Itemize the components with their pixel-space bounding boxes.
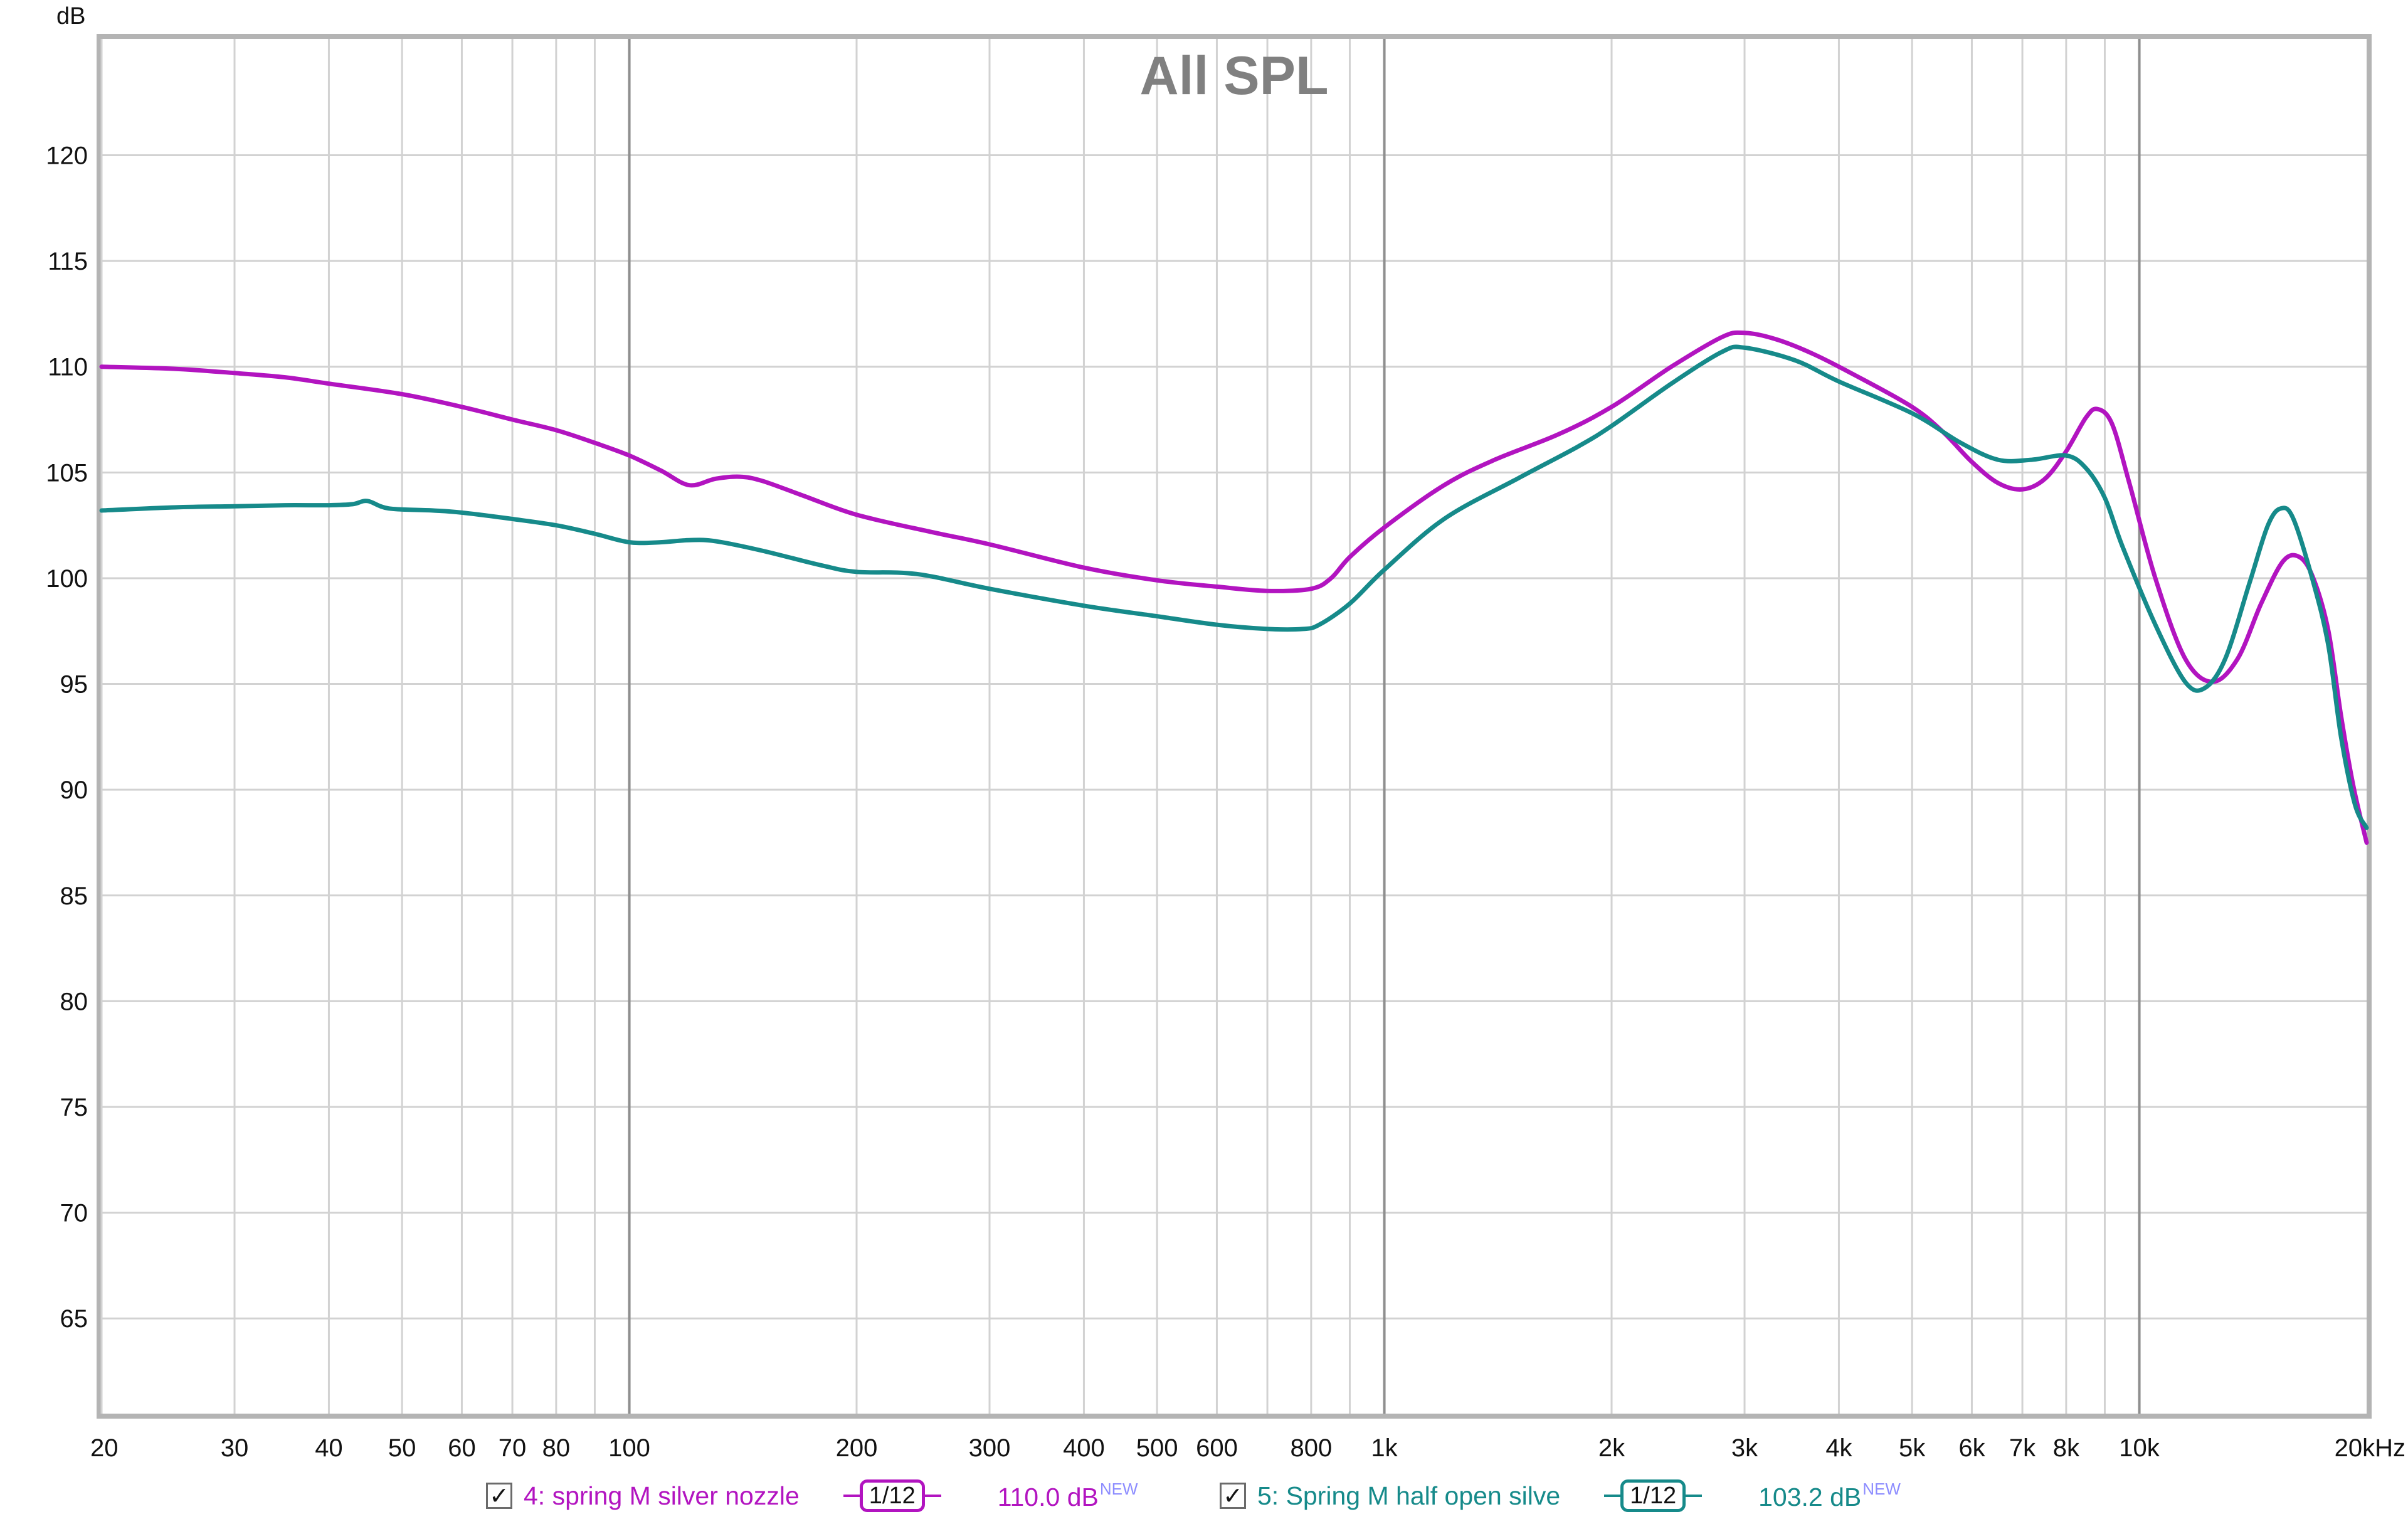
series-2-level: 103.2 dBNEW [1758, 1479, 1901, 1512]
x-tick-label: 40 [315, 1434, 343, 1462]
y-tick-label: 70 [60, 1200, 88, 1227]
x-tick-label: 30 [221, 1434, 249, 1462]
x-tick-label: 1k [1371, 1434, 1398, 1462]
series-line-1 [99, 330, 2369, 845]
x-tick-label: 400 [1063, 1434, 1105, 1462]
series-layer [99, 330, 2369, 845]
y-tick-label: 85 [60, 882, 88, 910]
series-1-new-badge: NEW [1099, 1479, 1138, 1498]
y-tick-label: 95 [60, 671, 88, 699]
x-tick-label: 200 [836, 1434, 878, 1462]
x-tick-label: 80 [542, 1434, 571, 1462]
plot-area [97, 34, 2372, 1419]
y-tick-label: 100 [46, 565, 88, 593]
x-tick-label: 100 [608, 1434, 650, 1462]
y-tick-label: 80 [60, 988, 88, 1015]
checkbox-series-2[interactable]: ✓ [1220, 1483, 1246, 1510]
legend-entry-series-1: ✓ 4: spring M silver nozzle 1/12 110.0 d… [486, 1471, 1138, 1521]
smoothing-label-series-2: 1/12 [1620, 1479, 1686, 1512]
y-tick-label: 90 [60, 776, 88, 804]
x-tick-label: 7k [2009, 1434, 2036, 1462]
x-tick-label: 6k [1958, 1434, 1985, 1462]
y-tick-label: 65 [60, 1305, 88, 1333]
chart-title: All SPL [1139, 46, 1328, 106]
x-tick-label: 2k [1598, 1434, 1625, 1462]
x-tick-label: 50 [388, 1434, 416, 1462]
x-tick-label: 500 [1136, 1434, 1178, 1462]
x-tick-label: 4k [1825, 1434, 1852, 1462]
smoothing-button-series-2[interactable]: 1/12 [1604, 1479, 1703, 1512]
y-tick-label: 105 [46, 459, 88, 487]
x-tick-label: 600 [1196, 1434, 1238, 1462]
checkbox-series-1[interactable]: ✓ [486, 1483, 512, 1510]
y-tick-label: 115 [48, 248, 88, 275]
x-tick-label: 800 [1291, 1434, 1333, 1462]
y-axis-unit: dB [56, 3, 85, 29]
x-tick-label: 3k [1731, 1434, 1758, 1462]
series-2-name: 5: Spring M half open silve [1257, 1481, 1561, 1510]
grid [100, 39, 2367, 1414]
x-tick-labels: 20 30 40 50 60 70 80 100 200 300 400 500 600 800 1k 2k 3… [90, 1434, 2405, 1462]
series-1-name: 4: spring M silver nozzle [524, 1481, 800, 1510]
x-tick-label: 70 [499, 1434, 527, 1462]
y-tick-label: 110 [48, 354, 88, 381]
x-tick-label: 10k [2119, 1434, 2160, 1462]
series-1-level-value: 110.0 dB [997, 1483, 1099, 1511]
series-line-2 [99, 344, 2369, 830]
y-tick-label: 75 [60, 1094, 88, 1121]
x-tick-label: 5k [1899, 1434, 1926, 1462]
smoothing-label-series-1: 1/12 [859, 1479, 925, 1512]
x-tick-label: 300 [969, 1434, 1011, 1462]
smoothing-button-series-1[interactable]: 1/12 [843, 1479, 941, 1512]
series-2-new-badge: NEW [1862, 1479, 1901, 1498]
y-tick-label: 120 [46, 142, 88, 169]
legend-entry-series-2: ✓ 5: Spring M half open silve 1/12 103.2… [1220, 1471, 1901, 1521]
x-tick-label: 20 [90, 1434, 119, 1462]
series-2-level-value: 103.2 dB [1758, 1483, 1862, 1511]
x-tick-label: 8k [2053, 1434, 2080, 1462]
y-tick-labels: 65 70 75 80 85 90 95 100 105 110 115 120 [46, 142, 88, 1333]
series-1-level: 110.0 dBNEW [998, 1479, 1138, 1512]
x-tick-label: 60 [448, 1434, 476, 1462]
x-tick-label: 20kHz [2335, 1434, 2405, 1462]
